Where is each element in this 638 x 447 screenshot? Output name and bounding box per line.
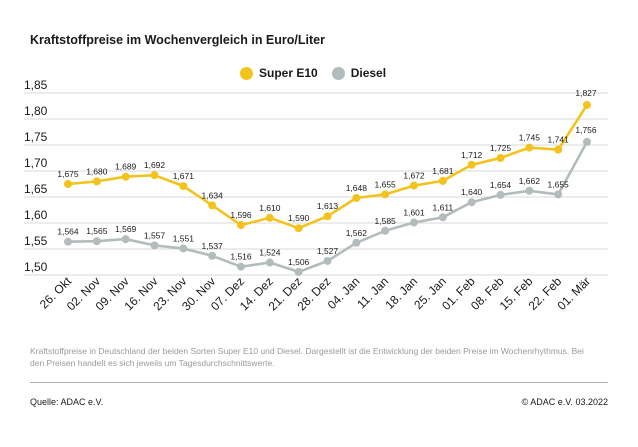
data-label: 1,557: [144, 230, 166, 240]
y-tick-label: 1,75: [24, 130, 48, 144]
y-tick-label: 1,60: [24, 208, 48, 222]
data-label: 1,634: [202, 190, 224, 200]
data-label: 1,827: [575, 88, 597, 98]
x-tick-label: 04. Jan: [325, 274, 363, 312]
legend-swatch-super-icon: [240, 66, 253, 80]
data-point: [583, 100, 591, 109]
data-label: 1,745: [519, 133, 541, 143]
footer-divider: [30, 382, 608, 383]
data-label: 1,590: [288, 213, 310, 223]
data-label: 1,506: [288, 257, 310, 267]
data-point: [179, 244, 188, 253]
data-point: [208, 201, 217, 210]
data-point: [237, 262, 245, 271]
data-label: 1,680: [86, 166, 108, 176]
data-point: [64, 237, 72, 246]
data-label: 1,725: [490, 143, 512, 153]
data-label: 1,681: [432, 166, 454, 176]
data-point: [352, 238, 361, 247]
data-label: 1,662: [519, 176, 541, 186]
data-label: 1,537: [202, 241, 224, 251]
data-label: 1,692: [144, 160, 166, 170]
data-point: [438, 213, 447, 222]
data-label: 1,527: [317, 246, 339, 256]
chart-title: Kraftstoffpreise im Wochenvergleich in E…: [30, 33, 325, 47]
data-point: [410, 218, 418, 227]
data-point: [121, 235, 130, 244]
data-label: 1,596: [230, 210, 252, 220]
data-point: [294, 224, 303, 233]
data-label: 1,712: [461, 150, 483, 160]
data-label: 1,610: [259, 203, 281, 213]
data-point: [496, 190, 505, 199]
data-point: [265, 258, 274, 267]
data-label: 1,613: [317, 201, 339, 211]
data-point: [496, 154, 505, 162]
legend-item-diesel: Diesel: [331, 66, 387, 80]
data-label: 1,516: [230, 252, 252, 262]
data-point: [554, 145, 563, 154]
data-label: 1,648: [346, 183, 368, 193]
y-tick-label: 1,80: [24, 104, 48, 118]
data-label: 1,675: [57, 169, 79, 179]
data-point: [525, 186, 534, 195]
data-label: 1,654: [490, 180, 512, 190]
data-label: 1,671: [173, 171, 195, 181]
data-point: [381, 190, 390, 199]
source-note: Quelle: ADAC e.V.: [30, 397, 104, 407]
copyright-note: © ADAC e.V. 03.2022: [521, 397, 608, 407]
data-label: 1,585: [375, 216, 397, 226]
legend-swatch-diesel-icon: [331, 66, 345, 80]
data-point: [323, 212, 332, 221]
chart-caption: Kraftstoffpreise in Deutschland der beid…: [30, 346, 584, 368]
data-point: [410, 181, 418, 190]
data-label: 1,655: [548, 179, 570, 189]
data-point: [525, 143, 534, 152]
data-point: [150, 171, 159, 180]
data-label: 1,672: [403, 171, 425, 181]
data-point: [92, 177, 101, 186]
data-point: [150, 241, 159, 250]
data-point: [467, 160, 476, 169]
x-tick-label: 01. Mär: [554, 274, 593, 313]
data-point: [438, 176, 447, 185]
data-label: 1,524: [259, 248, 281, 258]
data-label: 1,655: [375, 179, 397, 189]
data-label: 1,756: [575, 125, 597, 135]
data-label: 1,640: [461, 187, 483, 197]
data-point: [554, 190, 563, 199]
data-label: 1,564: [57, 227, 79, 237]
data-point: [352, 194, 361, 203]
data-label: 1,565: [86, 226, 108, 236]
data-point: [208, 251, 217, 260]
legend-label-diesel: Diesel: [350, 66, 387, 80]
y-tick-label: 1,65: [24, 182, 48, 196]
data-point: [121, 172, 130, 181]
data-point: [323, 256, 332, 265]
data-point: [92, 237, 101, 246]
y-tick-label: 1,85: [24, 78, 48, 92]
data-point: [265, 213, 274, 222]
data-label: 1,562: [346, 228, 368, 238]
data-label: 1,689: [115, 162, 137, 172]
legend-item-super: Super E10: [240, 66, 318, 80]
data-point: [237, 221, 245, 230]
legend-label-super: Super E10: [259, 66, 318, 80]
data-label: 1,551: [173, 233, 195, 243]
y-tick-label: 1,55: [24, 234, 48, 248]
y-tick-label: 1,50: [24, 260, 48, 274]
data-point: [64, 180, 72, 188]
data-label: 1,601: [403, 207, 425, 217]
data-label: 1,611: [433, 202, 454, 212]
data-label: 1,569: [115, 224, 137, 234]
data-label: 1,741: [548, 135, 570, 145]
data-point: [179, 182, 188, 191]
y-tick-label: 1,70: [24, 156, 48, 170]
data-point: [294, 267, 303, 276]
data-point: [583, 137, 591, 146]
data-point: [381, 226, 390, 235]
data-point: [467, 198, 476, 207]
chart-legend: Super E10 Diesel: [240, 66, 400, 80]
